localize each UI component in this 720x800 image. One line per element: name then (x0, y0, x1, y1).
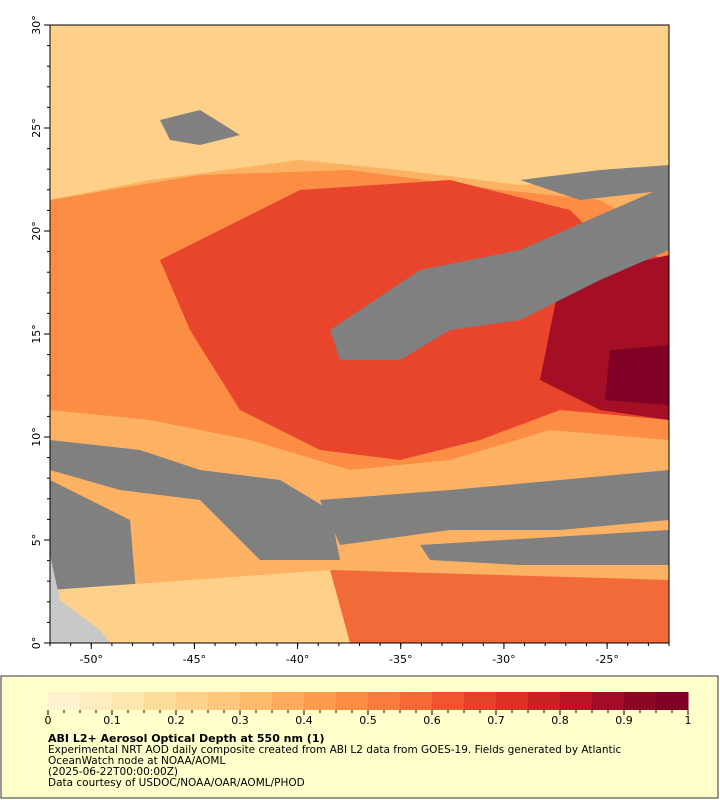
legend-note: Experimental NRT AOD daily composite cre… (48, 744, 622, 756)
legend-note: Data courtesy of USDOC/NOAA/OAR/AOML/PHO… (48, 777, 305, 789)
colorbar-step (528, 692, 561, 710)
colorbar-step (560, 692, 593, 710)
legend-title: ABI L2+ Aerosol Optical Depth at 550 nm … (48, 732, 325, 745)
colorbar-step (80, 692, 113, 710)
colorbar-step (400, 692, 433, 710)
colorbar-step (336, 692, 369, 710)
colorbar-step (624, 692, 657, 710)
colorbar-tick-label: 0.7 (487, 714, 505, 727)
x-tick-label: -30° (492, 653, 515, 666)
legend-note: OceanWatch node at NOAA/AOML (48, 755, 225, 767)
colorbar-tick-label: 0.4 (295, 714, 313, 727)
colorbar-step (240, 692, 273, 710)
colorbar-tick-label: 1 (685, 714, 692, 727)
colorbar-step (368, 692, 401, 710)
colorbar-step (208, 692, 241, 710)
colorbar-step (144, 692, 177, 710)
colorbar-step (592, 692, 625, 710)
colorbar-step (656, 692, 689, 710)
colorbar-tick-label: 0.9 (615, 714, 633, 727)
aod-field (50, 25, 669, 643)
colorbar-tick-label: 0.1 (103, 714, 121, 727)
colorbar-step (304, 692, 337, 710)
colorbar-tick-label: 0 (45, 714, 52, 727)
colorbar-step (464, 692, 497, 710)
colorbar-step (48, 692, 81, 710)
colorbar-tick-label: 0.3 (231, 714, 249, 727)
colorbar-tick-label: 0.2 (167, 714, 185, 727)
x-tick-label: -50° (80, 653, 103, 666)
y-tick-label: 20° (30, 221, 43, 241)
colorbar-step (272, 692, 305, 710)
colorbar-step (176, 692, 209, 710)
y-tick-label: 10° (30, 427, 43, 447)
x-tick-label: -25° (595, 653, 618, 666)
x-tick-label: -40° (286, 653, 309, 666)
colorbar-tick-label: 0.8 (551, 714, 569, 727)
colorbar-tick-label: 0.6 (423, 714, 441, 727)
y-tick-label: 0° (30, 637, 43, 650)
legend-note: (2025-06-22T00:00:00Z) (48, 766, 178, 778)
colorbar-step (496, 692, 529, 710)
y-tick-label: 25° (30, 118, 43, 138)
colorbar-step (112, 692, 145, 710)
colorbar-step (432, 692, 465, 710)
y-tick-label: 5° (30, 534, 43, 547)
colorbar-tick-label: 0.5 (359, 714, 377, 727)
y-tick-label: 30° (30, 15, 43, 35)
y-tick-label: 15° (30, 324, 43, 344)
x-tick-label: -45° (183, 653, 206, 666)
x-tick-label: -35° (389, 653, 412, 666)
